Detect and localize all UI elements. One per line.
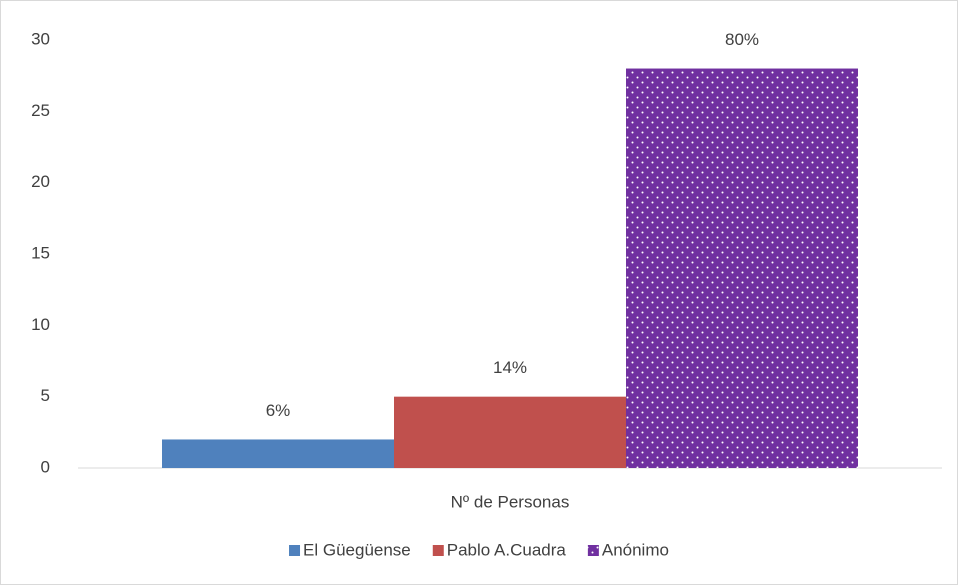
y-tick-label: 15 bbox=[31, 243, 50, 262]
bar bbox=[394, 396, 626, 468]
legend-label: Anónimo bbox=[602, 540, 669, 559]
bar bbox=[626, 68, 858, 469]
legend-marker bbox=[587, 545, 599, 556]
y-tick-label: 25 bbox=[31, 101, 50, 120]
annotation: 6% bbox=[266, 401, 291, 420]
legend-label: Pablo A.Cuadra bbox=[447, 540, 567, 559]
x-tick-label: Nº de Personas bbox=[451, 492, 570, 511]
y-tick-label: 0 bbox=[41, 457, 50, 476]
bar bbox=[162, 439, 394, 468]
y-tick-label: 20 bbox=[31, 172, 50, 191]
y-tick-label: 10 bbox=[31, 315, 50, 334]
annotation: 80% bbox=[725, 30, 759, 49]
y-tick-label: 5 bbox=[41, 386, 50, 405]
annotation: 14% bbox=[493, 358, 527, 377]
legend-label: El Güegüense bbox=[303, 540, 411, 559]
legend-marker bbox=[432, 545, 444, 556]
y-tick-label: 30 bbox=[31, 29, 50, 48]
legend-marker bbox=[289, 545, 301, 556]
